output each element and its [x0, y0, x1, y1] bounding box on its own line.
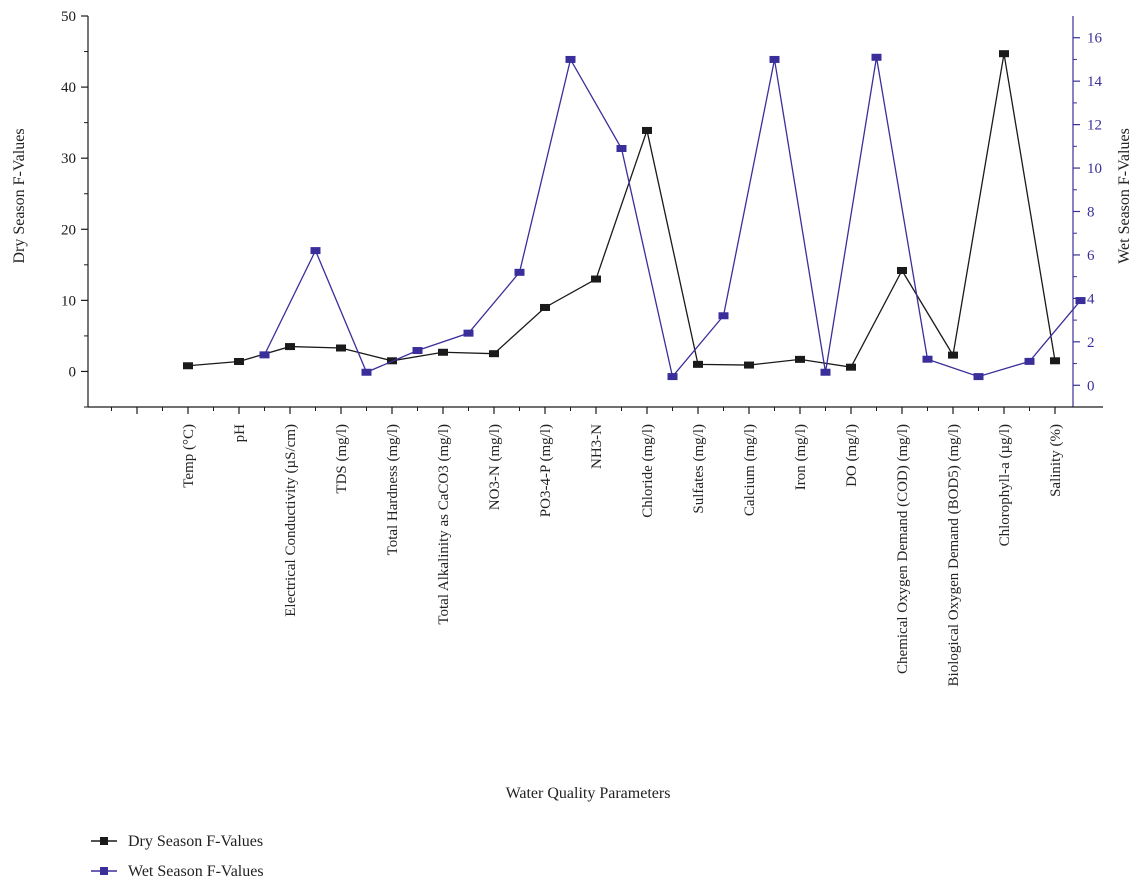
- dry-season-point: [846, 363, 856, 371]
- wet-season-point: [412, 347, 423, 355]
- wet-season-point: [871, 53, 882, 61]
- y-axis-left-title: Dry Season F-Values: [11, 128, 28, 263]
- legend-item-wet: Wet Season F-Values: [91, 863, 264, 880]
- wet-season-point: [463, 329, 474, 337]
- category-label: pH: [232, 424, 248, 443]
- y-left-tick-label: 0: [69, 364, 77, 380]
- dry-season-point: [591, 275, 601, 283]
- y-right-tick-label: 6: [1087, 248, 1095, 264]
- y-right-tick-label: 10: [1087, 161, 1102, 177]
- dry-season-point: [1050, 357, 1060, 365]
- wet-season-point: [1075, 297, 1086, 305]
- category-label: Chloride (mg/l): [640, 424, 656, 518]
- axes: 0 10 20 30 40 50 0 2 4 6 8 10 12 14 16: [61, 9, 1103, 414]
- legend: Dry Season F-Values Wet Season F-Values: [91, 833, 264, 880]
- dry-season-point: [540, 303, 550, 311]
- dry-season-point: [234, 358, 244, 366]
- legend-label-wet: Wet Season F-Values: [128, 863, 264, 880]
- dry-season-point: [336, 344, 346, 352]
- y-axis-right-title: Wet Season F-Values: [1116, 128, 1133, 264]
- dry-season-point: [183, 362, 193, 370]
- category-label: Total Alkalinity as CaCO3 (mg/l): [436, 424, 452, 625]
- dry-season-point: [948, 351, 958, 359]
- y-right-tick-label: 0: [1087, 378, 1095, 394]
- category-labels: Temp (°C) pH Electrical Conductivity (µS/c…: [181, 424, 1064, 687]
- dry-season-series: [183, 50, 1060, 371]
- wet-season-point: [616, 145, 627, 153]
- legend-label-dry: Dry Season F-Values: [128, 833, 263, 850]
- dry-season-point: [285, 343, 295, 351]
- dry-season-point: [897, 267, 907, 275]
- category-label: NH3-N: [589, 424, 605, 469]
- dry-season-point: [744, 361, 754, 369]
- dry-season-point: [642, 126, 652, 134]
- y-right-tick-label: 4: [1087, 291, 1095, 307]
- category-label: PO3-4-P (mg/l): [538, 424, 554, 517]
- wet-season-point: [973, 373, 984, 381]
- x-axis-title: Water Quality Parameters: [506, 785, 671, 802]
- wet-season-point: [514, 268, 525, 276]
- y-right-tick-label: 12: [1087, 118, 1102, 134]
- wet-season-point: [361, 368, 372, 376]
- y-right-tick-label: 8: [1087, 205, 1095, 221]
- wet-season-point: [718, 312, 729, 320]
- y-right-tick-label: 16: [1087, 31, 1103, 47]
- category-label: NO3-N (mg/l): [487, 424, 503, 510]
- y-right-tick-label: 14: [1087, 74, 1103, 90]
- category-label: Temp (°C): [181, 424, 197, 488]
- wet-season-point: [565, 55, 576, 63]
- category-label: Salinity (%): [1048, 424, 1064, 497]
- dry-season-line: [187, 53, 1056, 368]
- legend-item-dry: Dry Season F-Values: [91, 833, 263, 850]
- y-right-tick-label: 2: [1087, 335, 1095, 351]
- y-left-tick-label: 30: [61, 151, 76, 167]
- category-label: DO (mg/l): [844, 424, 860, 487]
- category-label: Total Hardness (mg/l): [385, 424, 401, 555]
- wet-season-point: [259, 351, 270, 359]
- category-label: Chlorophyll-a (µg/l): [997, 424, 1013, 546]
- category-label: Electrical Conductivity (µS/cm): [283, 424, 299, 617]
- category-label: TDS (mg/l): [334, 424, 350, 494]
- category-label: Iron (mg/l): [793, 424, 809, 490]
- y-left-tick-label: 40: [61, 80, 76, 96]
- wet-season-point: [667, 373, 678, 381]
- category-label: Biological Oxygen Demand (BOD5) (mg/l): [946, 424, 962, 686]
- dry-season-point: [489, 350, 499, 358]
- category-label: Chemical Oxygen Demand (COD) (mg/l): [895, 424, 911, 674]
- wet-season-point: [922, 355, 933, 363]
- y-left-tick-label: 20: [61, 222, 76, 238]
- wet-season-series: [259, 53, 1086, 381]
- category-label: Sulfates (mg/l): [691, 424, 707, 514]
- wet-season-point: [310, 247, 321, 255]
- dry-season-point: [438, 348, 448, 356]
- wet-season-point: [769, 55, 780, 63]
- wet-season-point: [1024, 357, 1035, 365]
- y-left-tick-label: 10: [61, 293, 76, 309]
- wet-season-point: [820, 368, 831, 376]
- y-left-tick-label: 50: [61, 9, 76, 25]
- dry-season-point: [795, 355, 805, 363]
- category-label: Calcium (mg/l): [742, 424, 758, 516]
- dry-season-point: [999, 50, 1009, 58]
- dry-season-point: [693, 360, 703, 368]
